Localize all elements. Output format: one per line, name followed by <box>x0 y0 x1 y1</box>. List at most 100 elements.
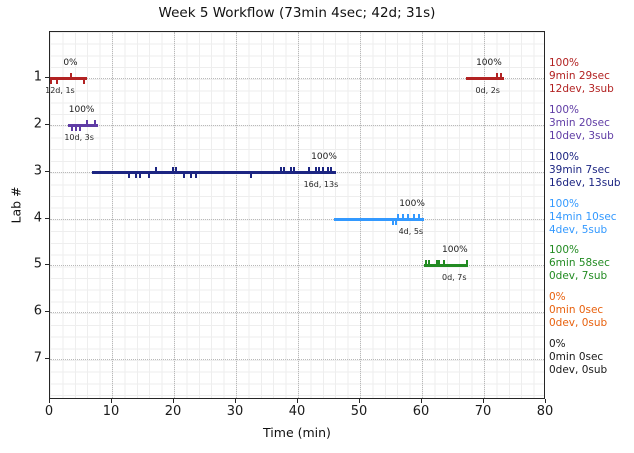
legend-line: 10dev, 3sub <box>549 129 614 142</box>
legend-line: 100% <box>549 150 580 163</box>
legend-line: 100% <box>549 244 580 257</box>
event-tick-down <box>75 124 78 131</box>
x-axis-label: Time (min) <box>263 425 331 440</box>
y-tick-label: 5 <box>33 256 42 272</box>
dev-sub-count-label: 0d, 7s <box>441 273 467 283</box>
legend-entry-lab3: 100% 39min 7sec 16dev, 13sub <box>549 151 621 190</box>
major-gridline-vertical <box>112 32 113 398</box>
event-tick-up <box>428 260 431 267</box>
chart-title: Week 5 Workflow (73min 4sec; 42d; 31s) <box>158 5 436 21</box>
major-gridline-horizontal <box>50 78 544 79</box>
legend-line: 100% <box>549 103 580 116</box>
bar-segment-lab1 <box>50 77 87 80</box>
legend-line: 4dev, 5sub <box>549 223 608 236</box>
event-tick-up <box>314 166 317 173</box>
event-tick-up <box>435 260 438 267</box>
event-tick-up <box>466 260 469 267</box>
event-tick-up <box>326 166 329 173</box>
event-tick-up <box>308 166 311 173</box>
x-tick-label: 50 <box>350 404 368 419</box>
x-tick-label: 0 <box>44 404 54 419</box>
bar-segment-lab4 <box>333 217 424 221</box>
event-tick-down <box>70 124 73 131</box>
legend-line: 3min 20sec <box>549 116 610 129</box>
x-axis-tickmark <box>297 399 298 403</box>
dev-sub-count-label: 0d, 2s <box>475 86 500 95</box>
legend-line: 9min 29sec <box>549 70 610 82</box>
major-gridline-horizontal <box>50 218 544 220</box>
event-tick-up <box>70 73 73 79</box>
event-tick-down <box>128 171 131 178</box>
dev-sub-count-label: 12d, 1s <box>45 86 75 95</box>
plot-area: 0% 12d, 1s 100% 0d, 2s 100% 10d, 3s 100% 16d, 1… <box>45 31 545 399</box>
completion-percent-label: 100% <box>311 151 337 162</box>
x-tick-label: 30 <box>226 404 244 419</box>
event-tick-up <box>329 166 332 173</box>
major-gridline-vertical <box>236 32 237 398</box>
legend-line: 0% <box>549 291 566 304</box>
y-axis-tickmark <box>45 217 49 219</box>
event-tick-up <box>417 213 420 220</box>
x-tick-label: 80 <box>536 404 554 419</box>
x-tick-label: 20 <box>164 404 182 419</box>
x-tick-label: 10 <box>102 404 120 419</box>
event-tick-up <box>396 213 399 220</box>
event-tick-up <box>438 260 441 267</box>
legend-line: 0dev, 0sub <box>549 364 608 377</box>
completion-percent-label: 100% <box>68 104 95 115</box>
major-gridline-vertical <box>298 32 299 398</box>
event-tick-down <box>83 78 86 84</box>
legend-line: 0% <box>549 338 566 351</box>
legend-line: 0min 0sec <box>549 351 604 364</box>
dev-sub-count-label: 16d, 13s <box>303 179 339 189</box>
completion-percent-label: 100% <box>441 245 468 256</box>
y-axis-tickmark <box>45 264 49 266</box>
event-tick-up <box>499 73 502 79</box>
event-tick-up <box>174 166 177 173</box>
event-tick-up <box>283 166 286 173</box>
completion-percent-label: 100% <box>399 198 425 209</box>
legend-entry-lab4: 100% 14min 10sec 4dev, 5sub <box>549 198 617 237</box>
legend-line: 6min 58sec <box>549 257 610 270</box>
event-tick-down <box>249 171 252 178</box>
event-tick-up <box>318 166 321 173</box>
event-tick-down <box>148 171 151 178</box>
x-axis-tickmark <box>111 399 112 403</box>
event-tick-down <box>182 171 185 178</box>
x-axis-tickmark <box>359 399 360 403</box>
event-tick-up <box>171 166 174 173</box>
x-axis-tickmark <box>545 399 546 403</box>
major-gridline-horizontal <box>50 124 544 126</box>
y-axis-tickmark <box>45 311 49 313</box>
major-gridline-vertical <box>360 32 361 398</box>
legend-entry-lab1: 100% 9min 29sec 12dev, 3sub <box>549 57 614 96</box>
dev-sub-count-label: 4d, 5s <box>398 226 424 236</box>
legend-line: 14min 10sec <box>549 210 617 223</box>
x-axis-tickmark <box>235 399 236 403</box>
major-gridline-horizontal <box>50 265 544 267</box>
major-gridline-horizontal <box>50 359 544 361</box>
event-tick-down <box>392 218 395 225</box>
event-tick-up <box>290 166 293 173</box>
legend-entry-lab6: 0% 0min 0sec 0dev, 0sub <box>549 291 607 330</box>
x-axis-tickmark <box>483 399 484 403</box>
event-tick-up <box>86 119 89 126</box>
event-tick-up <box>442 260 445 267</box>
x-axis-tickmark <box>49 399 50 403</box>
event-tick-up <box>155 166 158 173</box>
dev-sub-count-label: 10d, 3s <box>64 132 94 142</box>
y-tick-label: 4 <box>33 210 42 226</box>
event-tick-up <box>412 213 415 220</box>
x-axis-tickmark <box>421 399 422 403</box>
y-tick-label: 7 <box>33 350 42 366</box>
y-axis-tickmark <box>45 77 49 78</box>
major-gridline-vertical <box>484 32 485 398</box>
event-tick-up <box>424 260 427 267</box>
bar-segment-lab3 <box>92 170 336 174</box>
x-tick-label: 40 <box>288 404 306 419</box>
event-tick-down <box>50 78 53 84</box>
x-axis-tickmark <box>173 399 174 403</box>
y-tick-label: 6 <box>33 303 42 319</box>
event-tick-down <box>55 78 58 84</box>
event-tick-up <box>496 73 499 79</box>
